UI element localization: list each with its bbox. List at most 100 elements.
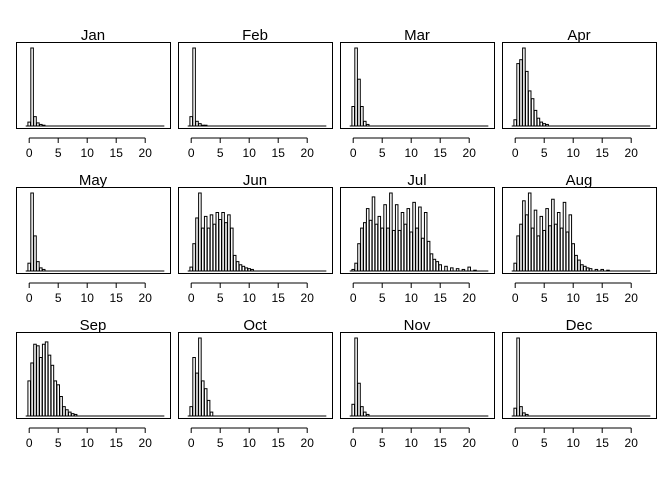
- x-tick-label: 0: [188, 436, 195, 450]
- bar: [415, 227, 419, 272]
- x-tick-label: 5: [379, 291, 386, 305]
- panel-frame: [340, 42, 495, 129]
- bar: [397, 229, 402, 272]
- bar: [192, 357, 196, 417]
- bar: [360, 106, 364, 127]
- bar: [36, 345, 40, 417]
- bar: [412, 201, 416, 272]
- panel-title: Sep: [80, 317, 107, 334]
- bar: [224, 222, 228, 272]
- panel-frame: [340, 187, 495, 274]
- bar: [41, 124, 46, 127]
- x-tick-label: 20: [625, 146, 639, 160]
- bar: [392, 229, 396, 272]
- bar: [374, 223, 379, 272]
- bar: [351, 403, 355, 417]
- bar: [235, 261, 240, 272]
- bar: [203, 215, 208, 272]
- bar: [360, 406, 364, 417]
- bar: [386, 227, 390, 272]
- x-tick-label: 10: [567, 291, 581, 305]
- bar: [539, 215, 544, 272]
- bar: [189, 406, 193, 417]
- bar: [536, 117, 541, 127]
- bar: [36, 122, 40, 127]
- bar: [227, 214, 231, 272]
- bar: [527, 90, 532, 127]
- x-tick-label: 5: [217, 436, 224, 450]
- bar: [195, 217, 199, 272]
- x-tick-label: 20: [625, 436, 639, 450]
- bar: [530, 227, 535, 272]
- panel-frame: [16, 42, 171, 129]
- x-tick-label: 5: [379, 146, 386, 160]
- panel-frame: [16, 187, 171, 274]
- x-tick-label: 10: [81, 146, 95, 160]
- bar: [438, 264, 442, 272]
- bar: [444, 265, 448, 272]
- bar: [59, 396, 63, 417]
- bar: [357, 243, 361, 272]
- bar: [30, 192, 34, 272]
- bar: [215, 212, 220, 272]
- bar: [583, 265, 587, 272]
- bar: [230, 227, 234, 272]
- bar: [516, 235, 520, 272]
- x-tick-label: 0: [26, 436, 33, 450]
- bar: [73, 413, 78, 417]
- x-tick-label: 5: [541, 146, 548, 160]
- bar: [41, 268, 46, 272]
- panel-title: Dec: [566, 317, 593, 334]
- bar: [513, 119, 517, 127]
- x-tick-label: 10: [405, 436, 419, 450]
- panel-title: Nov: [404, 317, 431, 334]
- panel-title: Apr: [567, 27, 590, 44]
- bar: [189, 116, 193, 127]
- bar: [467, 266, 471, 272]
- bar: [377, 215, 382, 272]
- bar: [432, 258, 437, 272]
- bar: [33, 235, 37, 272]
- x-tick-label: 15: [110, 291, 124, 305]
- bar: [562, 201, 567, 272]
- bar: [201, 124, 205, 127]
- bar: [65, 409, 69, 417]
- bar: [238, 264, 243, 272]
- x-tick-label: 20: [139, 146, 153, 160]
- x-tick-label: 10: [243, 436, 257, 450]
- bar: [360, 227, 364, 272]
- panel-apr: Apr 0 5 10 15 20: [502, 27, 657, 160]
- bar: [221, 212, 225, 272]
- bar: [527, 192, 532, 272]
- bar: [461, 268, 466, 272]
- x-tick-label: 20: [301, 146, 315, 160]
- bar: [522, 412, 526, 417]
- x-tick-label: 10: [243, 146, 257, 160]
- x-tick-label: 10: [405, 146, 419, 160]
- bar: [542, 229, 546, 272]
- bar: [545, 123, 549, 127]
- bar: [574, 254, 578, 272]
- x-tick-label: 0: [350, 146, 357, 160]
- bar: [363, 222, 367, 272]
- bar: [516, 337, 520, 417]
- x-tick-label: 5: [55, 436, 62, 450]
- panel-title: Mar: [404, 27, 430, 44]
- x-tick-label: 15: [110, 436, 124, 450]
- bar: [435, 261, 440, 272]
- bar: [588, 268, 593, 272]
- bar: [33, 116, 37, 127]
- x-tick-label: 10: [243, 291, 257, 305]
- bar: [530, 98, 535, 127]
- x-tick-label: 15: [110, 146, 124, 160]
- bar: [27, 121, 31, 127]
- bar: [198, 192, 202, 272]
- bar: [565, 231, 570, 272]
- bar: [198, 337, 202, 417]
- panel-oct: Oct 0 5 10 15 20: [178, 317, 333, 450]
- bar: [250, 268, 254, 272]
- bar: [50, 364, 55, 417]
- x-tick-label: 15: [596, 436, 610, 450]
- bar: [357, 78, 361, 127]
